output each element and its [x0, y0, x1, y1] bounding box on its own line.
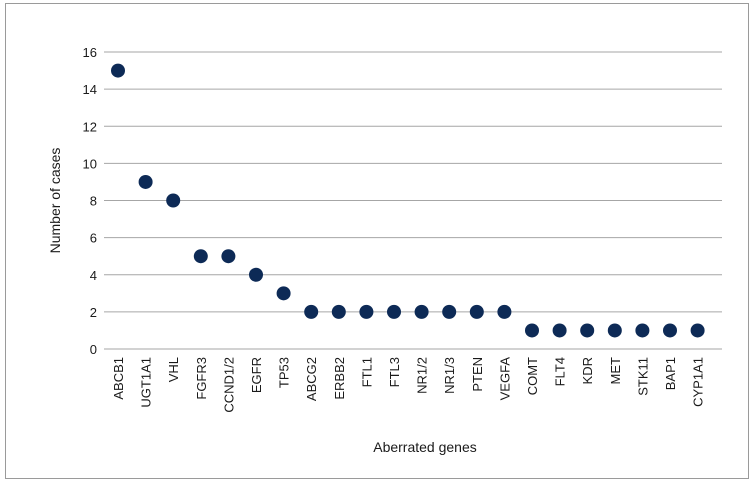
- x-tick-label-vhl: VHL: [166, 357, 181, 382]
- x-tick-label-bap1: BAP1: [663, 357, 678, 390]
- data-point-kdr: [580, 323, 595, 338]
- x-tick-label-stk11: STK11: [635, 357, 650, 396]
- y-tick-labels: 0 2 4 6 8 10 12 14 16: [83, 45, 97, 357]
- chart-frame: [5, 3, 749, 479]
- data-point-comt: [525, 323, 539, 338]
- x-tick-labels: ABCB1 UGT1A1 VHL FGFR3 CCND1/2 EGFR TP53 ABCG2 E…: [111, 357, 706, 413]
- data-point-egfr: [249, 267, 263, 282]
- data-point-flt4: [552, 323, 567, 338]
- x-tick-label-cyp1a1: CYP1A1: [691, 357, 706, 407]
- x-tick-label-nr1-2: NR1/2: [415, 357, 430, 394]
- x-tick-label-ftl3: FTL3: [387, 357, 402, 387]
- data-point-vegfa: [497, 304, 512, 319]
- x-tick-label-comt: COMT: [525, 357, 540, 395]
- data-points: [111, 63, 705, 338]
- x-tick-label-abcg2: ABCG2: [304, 357, 319, 401]
- data-point-stk11: [635, 323, 650, 338]
- y-tick-label: 8: [90, 194, 97, 209]
- y-tick-label: 12: [83, 119, 97, 134]
- x-tick-label-erbb2: ERBB2: [332, 357, 347, 400]
- data-point-fgfr3: [193, 249, 208, 264]
- x-tick-label-abcb1: ABCB1: [111, 357, 126, 400]
- data-point-ccnd1-2: [221, 249, 236, 264]
- data-point-nr1-2: [414, 304, 429, 319]
- data-point-vhl: [166, 193, 181, 208]
- x-tick-label-ccnd1-2: CCND1/2: [221, 357, 236, 413]
- data-point-bap1: [663, 323, 677, 338]
- y-axis-title: Number of cases: [47, 148, 63, 254]
- data-point-abcg2: [304, 304, 319, 319]
- y-tick-label: 10: [83, 156, 97, 171]
- x-tick-label-fgfr3: FGFR3: [194, 357, 209, 400]
- y-tick-label: 6: [90, 231, 97, 246]
- x-tick-label-pten: PTEN: [470, 357, 485, 392]
- data-point-pten: [469, 304, 484, 319]
- data-point-tp53: [276, 286, 291, 301]
- x-tick-label-met: MET: [608, 357, 623, 385]
- data-point-nr1-3: [442, 304, 457, 319]
- x-tick-label-nr1-3: NR1/3: [442, 357, 457, 394]
- x-tick-label-flt4: FLT4: [553, 357, 568, 386]
- x-tick-label-tp53: TP53: [277, 357, 292, 388]
- data-point-ftl3: [387, 304, 401, 319]
- y-tick-label: 2: [90, 305, 97, 320]
- data-point-erbb2: [331, 304, 346, 319]
- data-point-met: [607, 323, 622, 338]
- gridlines: [104, 51, 722, 350]
- x-tick-label-kdr: KDR: [580, 357, 595, 384]
- data-point-abcb1: [111, 63, 125, 78]
- data-point-cyp1a1: [690, 323, 705, 338]
- x-axis-title: Aberrated genes: [373, 439, 477, 455]
- y-tick-label: 14: [83, 82, 97, 97]
- x-tick-label-vegfa: VEGFA: [497, 357, 512, 401]
- data-point-ftl1: [359, 304, 374, 319]
- data-point-ugt1a1: [138, 174, 153, 189]
- y-tick-label: 4: [90, 268, 97, 283]
- x-tick-label-egfr: EGFR: [249, 357, 264, 393]
- x-tick-label-ftl1: FTL1: [359, 357, 374, 387]
- y-tick-label: 16: [83, 45, 97, 60]
- y-tick-label: 0: [90, 342, 97, 357]
- x-tick-label-ugt1a1: UGT1A1: [139, 357, 154, 408]
